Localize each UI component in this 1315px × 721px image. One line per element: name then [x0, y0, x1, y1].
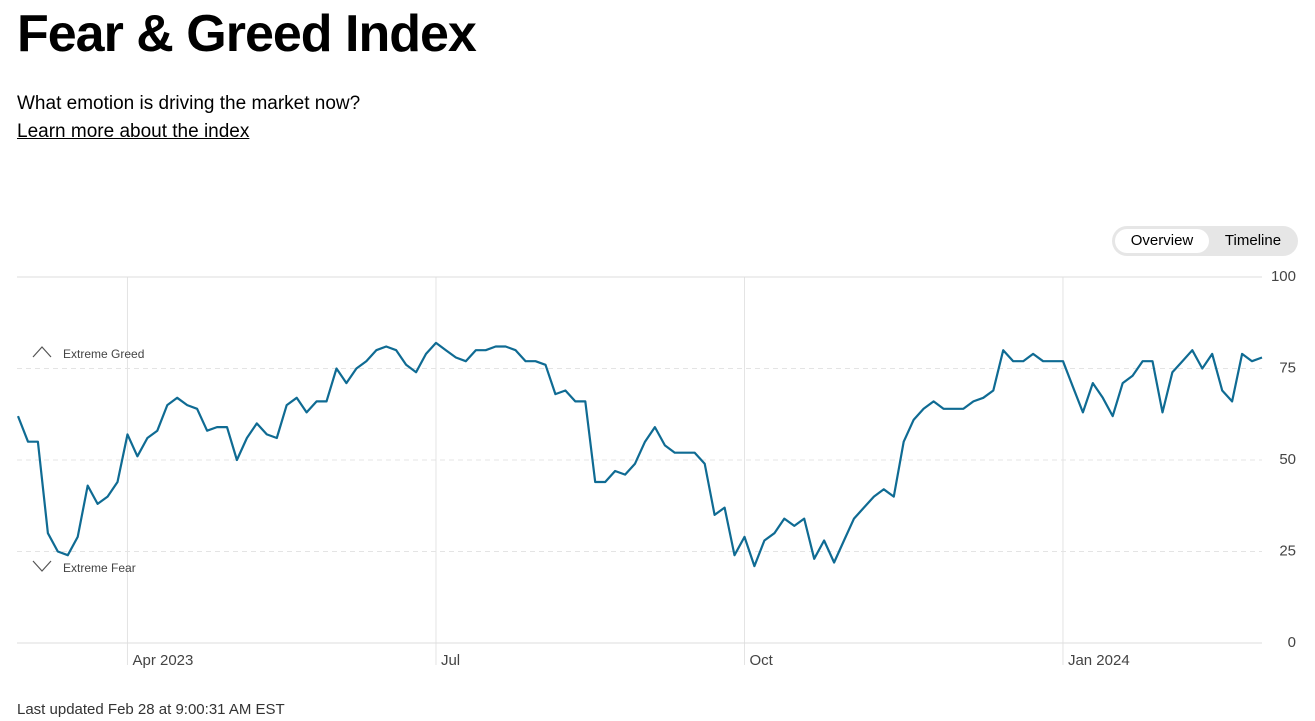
chart: Jan 2024 Oct Jul Apr 2023 100 75 50 25 0 Extreme…: [16, 268, 1296, 669]
x-tick-label: Jan 2024: [1068, 652, 1130, 669]
last-updated: Last updated Feb 28 at 9:00:31 AM EST: [17, 701, 285, 718]
page-title: Fear & Greed Index: [17, 5, 477, 63]
x-tick-label: Apr 2023: [132, 652, 193, 669]
annotation: Extreme Greed: [63, 347, 144, 361]
tab[interactable]: Timeline: [1224, 232, 1282, 249]
x-tick-label: Jul: [441, 652, 460, 669]
greed-icon: [32, 346, 52, 358]
annotation: Extreme Fear: [63, 561, 136, 575]
subtitle: What emotion is driving the market now?: [17, 93, 361, 114]
y-tick-label: 75: [1279, 359, 1296, 376]
x-tick-label: Oct: [749, 652, 773, 669]
y-tick-label: 100: [1271, 268, 1296, 285]
learn-more-link[interactable]: Learn more about the index: [17, 121, 250, 142]
view-toggle: Overview Timeline: [1112, 226, 1298, 256]
fear-icon: [32, 560, 52, 572]
line: [16, 341, 1263, 568]
tab[interactable]: Overview: [1115, 229, 1209, 253]
y-tick-label: 25: [1279, 542, 1296, 559]
y-tick-label: 0: [1288, 634, 1296, 651]
y-tick-label: 50: [1279, 451, 1296, 468]
